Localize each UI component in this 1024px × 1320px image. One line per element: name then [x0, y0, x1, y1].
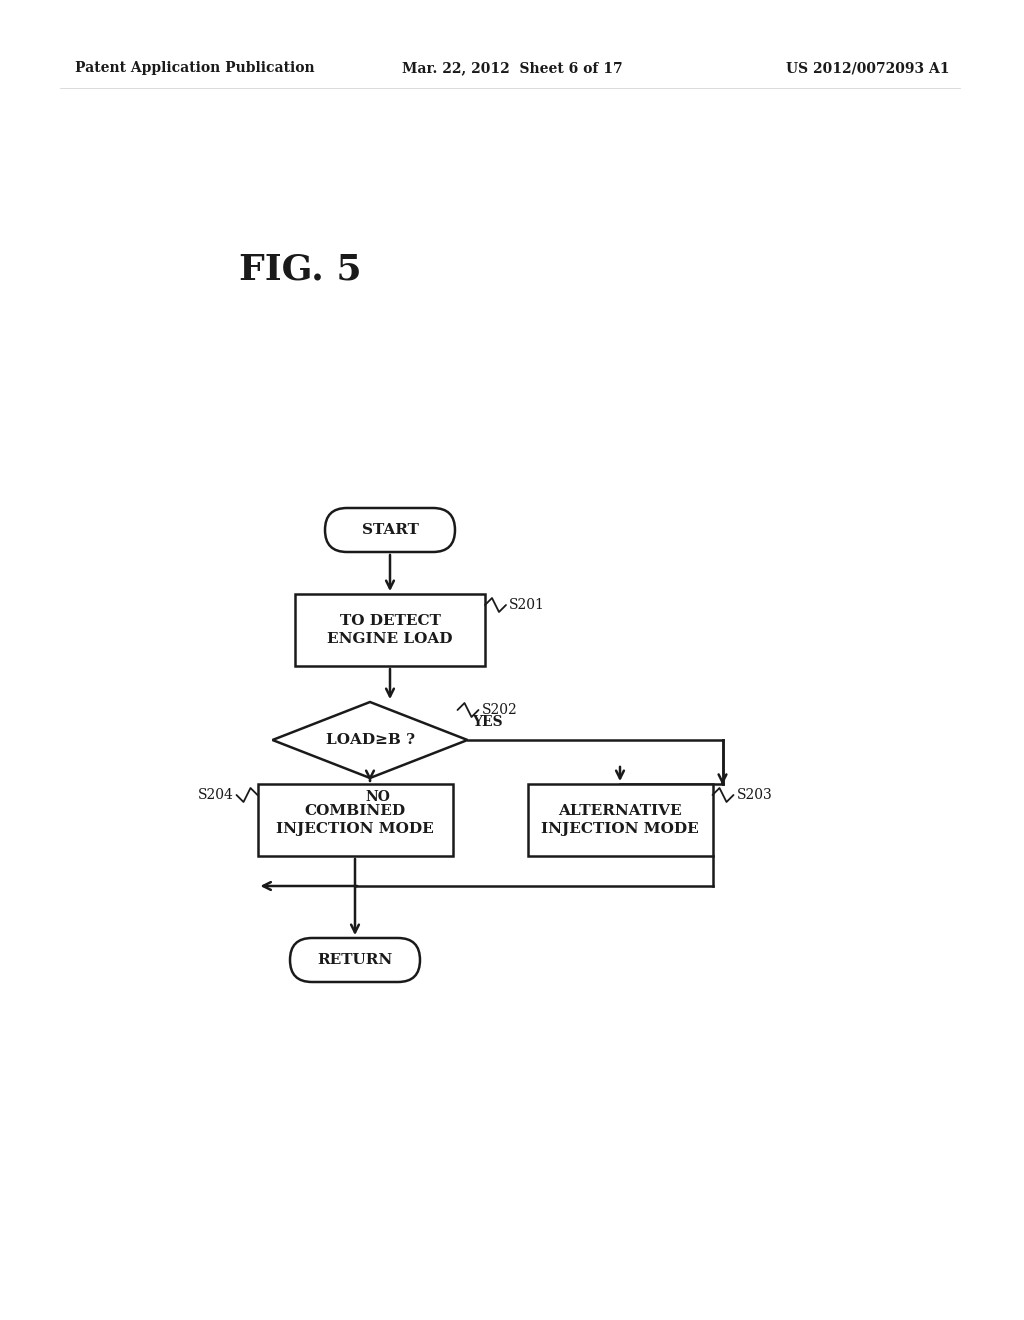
Text: YES: YES [472, 715, 503, 729]
Text: RETURN: RETURN [317, 953, 392, 968]
Text: S201: S201 [509, 598, 545, 612]
Text: US 2012/0072093 A1: US 2012/0072093 A1 [786, 61, 950, 75]
Bar [257, 784, 453, 855]
Polygon shape [272, 702, 468, 777]
FancyBboxPatch shape [325, 508, 455, 552]
Text: FIG. 5: FIG. 5 [239, 253, 361, 286]
Bar [527, 784, 713, 855]
Text: ALTERNATIVE
INJECTION MODE: ALTERNATIVE INJECTION MODE [541, 804, 698, 836]
Text: S203: S203 [736, 788, 772, 803]
Text: TO DETECT
ENGINE LOAD: TO DETECT ENGINE LOAD [328, 614, 453, 647]
Text: START: START [361, 523, 419, 537]
Text: Patent Application Publication: Patent Application Publication [75, 61, 314, 75]
Text: COMBINED
INJECTION MODE: COMBINED INJECTION MODE [276, 804, 434, 836]
FancyBboxPatch shape [290, 939, 420, 982]
Text: S204: S204 [198, 788, 233, 803]
Text: S202: S202 [481, 704, 517, 717]
Text: Mar. 22, 2012  Sheet 6 of 17: Mar. 22, 2012 Sheet 6 of 17 [401, 61, 623, 75]
Text: LOAD≥B ?: LOAD≥B ? [326, 733, 415, 747]
Bar [295, 594, 485, 667]
Text: NO: NO [366, 789, 390, 804]
